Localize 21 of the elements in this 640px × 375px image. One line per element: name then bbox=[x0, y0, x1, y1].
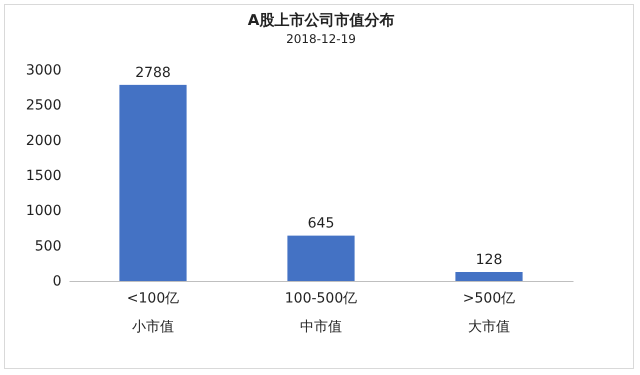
x-tick-label: <100亿 bbox=[126, 290, 180, 306]
bar bbox=[119, 84, 187, 281]
chart-title: A股上市公司市值分布 bbox=[248, 11, 394, 29]
y-tick-label: 0 bbox=[52, 274, 62, 290]
y-tick-label: 500 bbox=[34, 238, 62, 254]
y-tick-label: 1500 bbox=[26, 168, 62, 184]
y-tick-label: 2000 bbox=[26, 132, 62, 149]
y-tick-label: 3000 bbox=[26, 62, 62, 78]
text: 大市值 bbox=[468, 319, 510, 335]
x-tick-label: 100-500亿 bbox=[284, 290, 358, 306]
y-tick-label: 1000 bbox=[26, 203, 62, 220]
text: 中市值 bbox=[300, 319, 342, 335]
chart-subtitle: 2018-12-19 bbox=[286, 32, 356, 46]
y-tick-label: 2500 bbox=[26, 98, 62, 114]
x-tick-label: >500亿 bbox=[462, 290, 516, 306]
data-label: 2788 bbox=[135, 64, 171, 81]
data-label: 128 bbox=[476, 252, 502, 268]
text: 小市值 bbox=[132, 319, 174, 335]
bar bbox=[455, 272, 523, 281]
data-label: 645 bbox=[308, 216, 334, 232]
bar bbox=[287, 236, 355, 281]
